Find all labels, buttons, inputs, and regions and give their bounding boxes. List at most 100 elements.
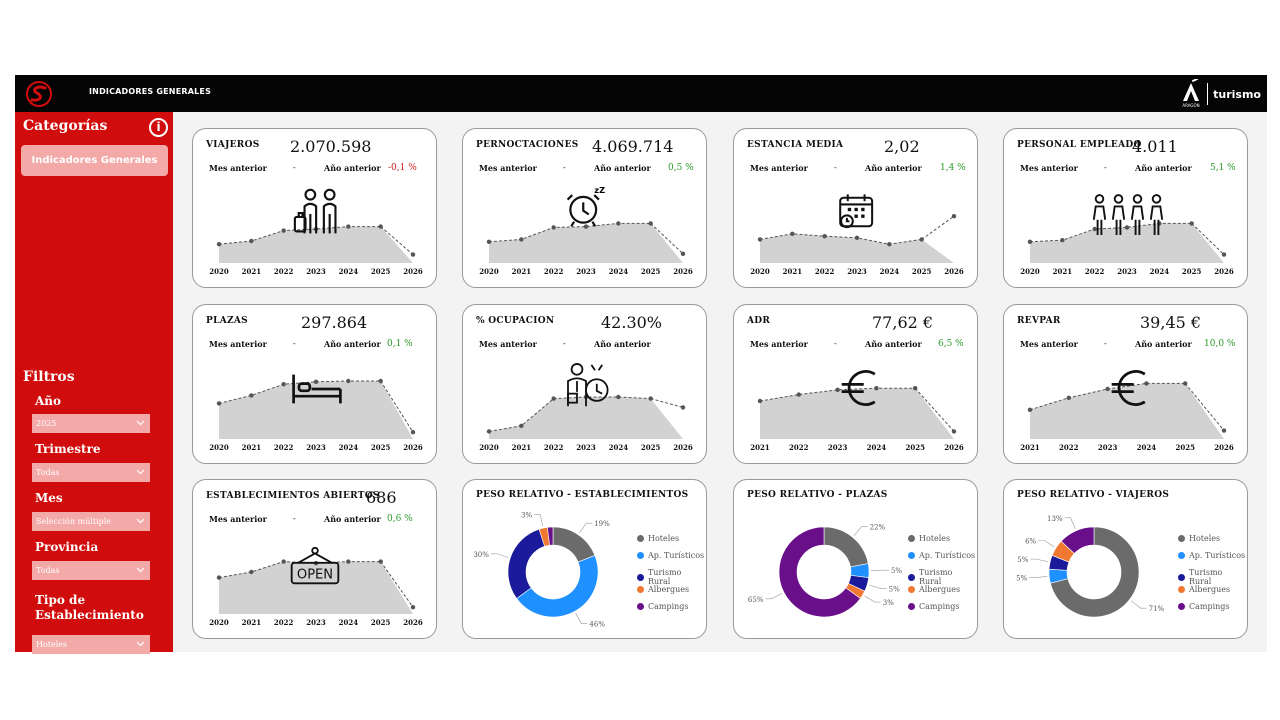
category-button-indicadores[interactable]: Indicadores Generales — [21, 145, 168, 176]
year-tick-label: 2024 — [339, 267, 359, 276]
legend-swatch — [1178, 552, 1185, 559]
staff-icon — [1090, 191, 1166, 243]
trend-area — [760, 233, 954, 263]
year-tick-label: 2024 — [867, 443, 887, 452]
info-icon[interactable]: i — [149, 118, 168, 137]
legend-label: Hoteles — [648, 534, 680, 543]
legend-item[interactable]: Campings — [637, 602, 689, 611]
year-tick-label: 2022 — [274, 267, 294, 276]
slice-leader — [1029, 576, 1048, 578]
slice-leader — [1064, 517, 1076, 529]
legend-item[interactable]: Ap. Turísticos — [637, 551, 704, 560]
legend-item[interactable]: Albergues — [1178, 585, 1230, 594]
legend-item[interactable]: Albergues — [908, 585, 960, 594]
kpi-card-personal-empleado[interactable]: PERSONAL EMPLEADO 4.011 Mes anterior - Año a… — [1003, 128, 1248, 288]
trend-point — [1027, 239, 1033, 244]
year-tick-label: 2026 — [944, 443, 964, 452]
filter-select-quarter[interactable]: Todas — [32, 463, 150, 482]
trend-line-forecast — [650, 223, 684, 255]
trend-point — [216, 242, 222, 247]
year-tick-label: 2025 — [371, 618, 391, 627]
trend-area — [219, 381, 413, 439]
kpi-card-ocupacion[interactable]: % OCUPACION 42.30% Mes anterior - Año anteri… — [462, 304, 707, 464]
chevron-down-icon — [136, 567, 145, 573]
slice-label: 3% — [883, 599, 894, 607]
kpi-card-establecimientos-abiertos[interactable]: ESTABLECIMIENTOS ABIERTOS 686 Mes anterior… — [192, 479, 437, 639]
trend-chart: 2020 2021 2022 2023 2024 2025 2026 — [209, 224, 423, 276]
legend-label: Albergues — [919, 585, 961, 594]
kpi-card-plazas[interactable]: PLAZAS 297.864 Mes anterior - Año anterior 0,… — [192, 304, 437, 464]
legend-item[interactable]: Hoteles — [637, 534, 679, 543]
kpi-card-viajeros[interactable]: VIAJEROS 2.070.598 Mes anterior - Año anteri… — [192, 128, 437, 288]
legend-item[interactable]: Turismo Rural — [1178, 568, 1247, 586]
prev-year-label: Año anterior — [1135, 163, 1192, 173]
legend-swatch — [908, 586, 915, 593]
trend-point — [519, 423, 524, 428]
legend-item[interactable]: Hoteles — [908, 534, 950, 543]
legend-item[interactable]: Campings — [1178, 602, 1230, 611]
kpi-title: VIAJEROS — [206, 140, 260, 150]
filter-select-year[interactable]: 2025 — [32, 414, 150, 433]
filter-select-month[interactable]: Selección múltiple — [32, 512, 150, 531]
legend-swatch — [908, 603, 915, 610]
prev-month-label: Mes anterior — [479, 163, 537, 173]
kpi-value: 4.011 — [1132, 137, 1178, 156]
alarm-clock-icon: zZ — [563, 184, 609, 234]
legend-item[interactable]: Ap. Turísticos — [1178, 551, 1245, 560]
prev-month-label: Mes anterior — [1020, 339, 1078, 349]
trend-point — [887, 242, 892, 247]
prev-year-label: Año anterior — [324, 339, 381, 349]
donut-slice — [507, 528, 546, 599]
legend-label: Turismo Rural — [918, 568, 953, 586]
kpi-card-pernoctaciones[interactable]: PERNOCTACIONES 4.069.714 Mes anterior - Año … — [462, 128, 707, 288]
filter-select-type[interactable]: Hoteles — [32, 635, 150, 654]
legend-item[interactable]: Turismo Rural — [637, 568, 706, 586]
filter-value-quarter: Todas — [36, 468, 60, 477]
filter-value-year: 2025 — [36, 419, 57, 428]
trend-point — [1092, 226, 1097, 232]
year-tick-label: 2022 — [544, 267, 564, 276]
slice-label: 46% — [589, 621, 605, 629]
trend-area — [760, 388, 954, 439]
legend-item[interactable]: Turismo Rural — [908, 568, 977, 586]
kpi-value: 77,62 € — [872, 313, 934, 332]
legend-swatch — [637, 552, 644, 559]
trend-point — [410, 430, 416, 435]
donut-card-plazas[interactable]: PESO RELATIVO - PLAZAS 22% 5% 5% 3% 65% Hotele… — [733, 479, 978, 639]
kpi-card-adr[interactable]: ADR 77,62 € Mes anterior - Año anterior 6,5 %… — [733, 304, 978, 464]
filter-select-province[interactable]: Todas — [32, 561, 150, 580]
trend-point — [790, 231, 795, 236]
prev-year-label: Año anterior — [324, 514, 381, 524]
donut-card-viajeros[interactable]: PESO RELATIVO - VIAJEROS 71% 5% 5% 6% 13% Hote… — [1003, 479, 1248, 639]
trend-point — [757, 398, 763, 404]
donut-card-establecimientos[interactable]: PESO RELATIVO - ESTABLECIMIENTOS 19% 46% 30… — [462, 479, 707, 639]
slice-label: 22% — [870, 524, 886, 532]
trend-line — [488, 222, 651, 243]
trend-point — [313, 379, 319, 384]
legend-item[interactable]: Hoteles — [1178, 534, 1220, 543]
slice-label: 65% — [748, 596, 764, 604]
legend-swatch — [1178, 586, 1185, 593]
trend-point — [913, 386, 918, 391]
trend-point — [346, 378, 351, 384]
legend-item[interactable]: Campings — [908, 602, 960, 611]
legend-item[interactable]: Albergues — [637, 585, 689, 594]
year-tick-label: 2020 — [209, 267, 229, 276]
legend-label: Albergues — [1189, 585, 1231, 594]
filter-label-province: Provincia — [35, 540, 99, 554]
year-tick-label: 2022 — [274, 443, 294, 452]
euro-icon — [1108, 365, 1154, 415]
trend-point — [854, 235, 860, 240]
prev-month-label: Mes anterior — [209, 339, 267, 349]
year-tick-label: 2020 — [209, 443, 229, 452]
kpi-card-revpar[interactable]: REVPAR 39,45 € Mes anterior - Año anterior 10… — [1003, 304, 1248, 464]
prev-month-label: Mes anterior — [1020, 163, 1078, 173]
slice-label: 5% — [889, 585, 900, 593]
slice-leader — [575, 613, 588, 625]
kpi-value: 686 — [366, 488, 397, 507]
trend-point — [551, 396, 556, 401]
kpi-card-estancia-media[interactable]: ESTANCIA MEDIA 2,02 Mes anterior - Año anter… — [733, 128, 978, 288]
legend-item[interactable]: Ap. Turísticos — [908, 551, 975, 560]
trend-point — [1144, 381, 1149, 386]
filter-label-quarter: Trimestre — [35, 442, 101, 456]
